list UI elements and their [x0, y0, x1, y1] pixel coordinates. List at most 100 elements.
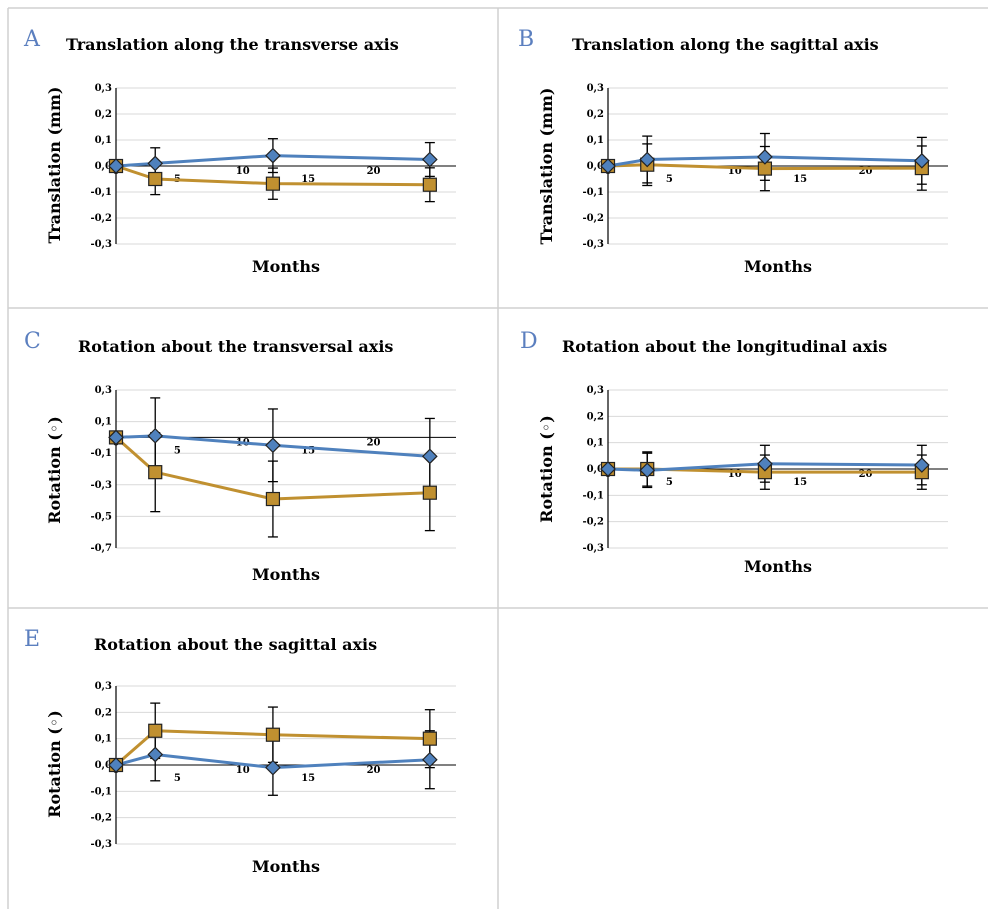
- panel-letter: E: [24, 627, 40, 652]
- data-point-diamond: [147, 427, 164, 444]
- x-axis-label: Months: [252, 565, 320, 584]
- y-tick-label: 0,2: [95, 707, 112, 718]
- panel-b: B Translation along the sagittal axis 0,3 0…: [518, 27, 948, 276]
- x-tick-label: 5: [666, 174, 673, 185]
- y-tick-label: -0,2: [582, 517, 604, 528]
- panel-d: D Rotation about the longitudinal axis 0,3…: [520, 329, 948, 576]
- y-tick-label: 0,2: [587, 411, 604, 422]
- data-point-diamond: [265, 147, 281, 164]
- x-tick-label: 15: [301, 174, 315, 185]
- x-tick-label: 10: [728, 469, 742, 480]
- y-tick-label: 0,0: [95, 161, 112, 172]
- data-point-diamond: [421, 151, 438, 168]
- y-tick-label: -0,1: [90, 786, 112, 797]
- data-point-diamond: [108, 158, 124, 174]
- y-tick-label: -0,7: [90, 543, 112, 554]
- y-tick-label: 0,1: [95, 734, 112, 745]
- chart-title: Rotation about the longitudinal axis: [562, 337, 887, 356]
- data-point-square: [148, 465, 163, 480]
- y-tick-label: 0,2: [587, 109, 604, 120]
- y-tick-label: -0,3: [90, 480, 112, 491]
- y-tick-label: 0,3: [587, 83, 604, 94]
- x-tick-label: 15: [301, 445, 315, 456]
- x-tick-label: 5: [666, 477, 673, 488]
- data-point-square: [422, 731, 437, 746]
- chart-title: Rotation about the sagittal axis: [94, 635, 377, 654]
- data-point-diamond: [265, 759, 281, 776]
- data-point-diamond: [639, 462, 656, 479]
- y-tick-label: -0,3: [582, 239, 604, 250]
- y-tick-label: 0,3: [95, 385, 112, 396]
- y-tick-label: 0,0: [587, 464, 604, 475]
- y-axis-label: Rotation (◦): [45, 710, 64, 818]
- data-point-diamond: [913, 152, 930, 169]
- data-point-square: [422, 177, 437, 192]
- y-axis-label: Translation (mm): [45, 87, 64, 244]
- data-point-diamond: [600, 461, 616, 477]
- data-point-diamond: [757, 455, 773, 472]
- chart-title: Translation along the sagittal axis: [572, 35, 879, 54]
- y-tick-label: 0,3: [95, 83, 112, 94]
- y-axis-label: Translation (mm): [537, 88, 556, 245]
- chart-title: Rotation about the transversal axis: [78, 337, 393, 356]
- y-tick-label: -0,1: [90, 187, 112, 198]
- y-tick-label: 0,0: [95, 760, 112, 771]
- data-point-diamond: [757, 149, 773, 165]
- data-point-diamond: [421, 751, 438, 768]
- y-tick-label: 0,3: [587, 385, 604, 396]
- panel-letter: D: [520, 329, 538, 354]
- panel-e: E Rotation about the sagittal axis 0,3 0,2 0…: [24, 627, 456, 876]
- y-tick-label: 0,1: [587, 438, 604, 449]
- data-point-square: [265, 176, 281, 191]
- y-tick-label: 0,1: [587, 135, 604, 146]
- x-tick-label: 5: [174, 445, 181, 456]
- y-axis-label: Rotation (◦): [45, 416, 64, 524]
- y-axis-label: Rotation (◦): [537, 415, 556, 523]
- x-axis-label: Months: [744, 557, 812, 576]
- data-point-diamond: [913, 457, 930, 473]
- y-tick-label: 0,0: [587, 161, 604, 172]
- y-tick-label: 0,2: [95, 109, 112, 120]
- y-tick-label: -0,2: [582, 213, 604, 224]
- data-point-diamond: [639, 151, 656, 168]
- x-tick-label: 10: [236, 765, 250, 776]
- x-axis-label: Months: [744, 257, 812, 276]
- series-diamond-line: [115, 434, 430, 458]
- x-axis-label: Months: [252, 257, 320, 276]
- x-tick-label: 15: [793, 477, 807, 488]
- x-tick-label: 15: [793, 174, 807, 185]
- x-tick-label: 20: [367, 765, 381, 776]
- y-tick-label: -0,3: [90, 239, 112, 250]
- y-tick-label: -0,1: [90, 448, 112, 459]
- series-diamond-line: [115, 154, 430, 168]
- y-tick-label: -0,2: [90, 813, 112, 824]
- data-point-square: [265, 727, 281, 742]
- y-tick-label: 0,1: [95, 417, 112, 428]
- data-point-square: [148, 723, 163, 738]
- data-point-diamond: [108, 429, 124, 446]
- x-tick-label: 5: [174, 773, 181, 784]
- x-tick-label: 20: [859, 469, 873, 480]
- data-point-diamond: [265, 437, 281, 454]
- data-point-square: [265, 491, 281, 507]
- panel-letter: C: [24, 329, 41, 354]
- panel-a: A Translation along the transverse axis 0,…: [23, 27, 456, 276]
- y-tick-label: -0,3: [582, 543, 604, 554]
- y-tick-label: -0,2: [90, 213, 112, 224]
- y-tick-label: 0,1: [95, 135, 112, 146]
- data-point-square: [148, 171, 163, 187]
- y-tick-label: 0,3: [95, 681, 112, 692]
- series-diamond-line: [115, 752, 430, 770]
- x-tick-label: 10: [236, 166, 250, 177]
- y-tick-label: -0,1: [582, 490, 604, 501]
- panel-letter: A: [23, 27, 41, 52]
- data-point-diamond: [108, 757, 124, 773]
- data-point-diamond: [600, 158, 616, 174]
- x-tick-label: 20: [367, 166, 381, 177]
- x-axis-label: Months: [252, 857, 320, 876]
- series-square-line: [607, 163, 922, 171]
- data-point-square: [422, 485, 437, 500]
- series-square-line: [115, 436, 430, 501]
- x-tick-label: 20: [859, 166, 873, 177]
